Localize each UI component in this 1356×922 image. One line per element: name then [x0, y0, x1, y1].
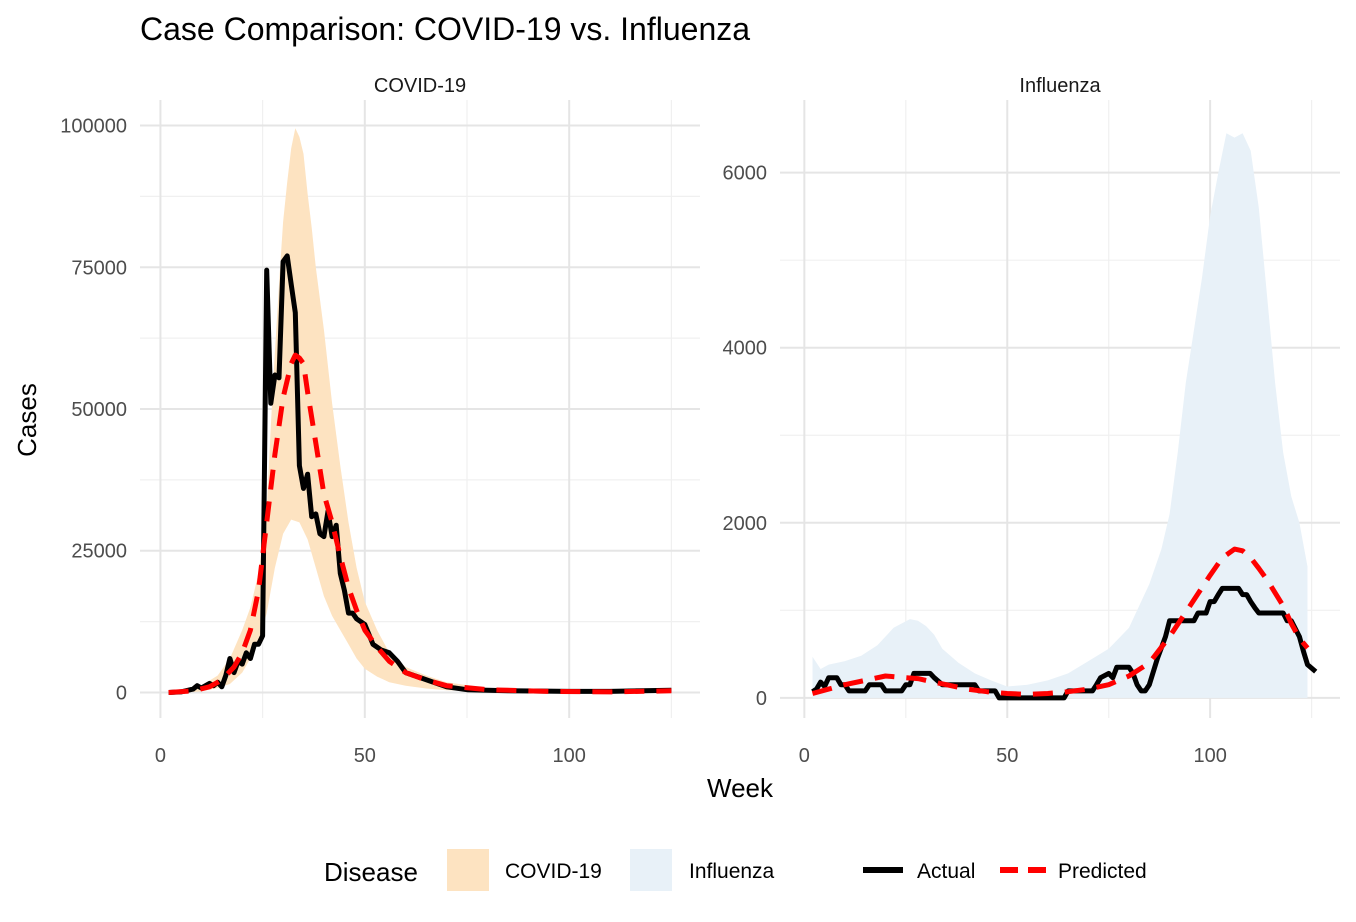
x-tick-label: 100 [553, 745, 586, 767]
strip-label-influenza: Influenza [1019, 75, 1101, 97]
x-tick-label: 0 [155, 745, 166, 767]
chart-title: Case Comparison: COVID-19 vs. Influenza [140, 11, 750, 47]
y-axis-title: Cases [12, 383, 42, 457]
y-tick-label: 2000 [723, 513, 768, 535]
x-tick-label: 50 [354, 745, 376, 767]
legend: Disease COVID-19 Influenza Actual Predic… [324, 849, 1147, 891]
covid-actual-line [168, 253, 672, 695]
x-tick-label: 100 [1193, 745, 1226, 767]
legend-label-influenza: Influenza [689, 860, 775, 883]
y-tick-label: 75000 [71, 257, 127, 279]
y-tick-label: 4000 [723, 338, 768, 360]
y-tick-label: 50000 [71, 399, 127, 421]
covid-predicted-line [168, 352, 672, 695]
legend-title: Disease [324, 857, 418, 887]
legend-label-actual: Actual [917, 860, 975, 883]
y-tick-label: 25000 [71, 541, 127, 563]
y-tick-label: 6000 [723, 163, 768, 185]
x-axis-title: Week [707, 773, 774, 803]
panel-covid: COVID-19 0 50 100 0 25000 50000 75000 100000 [60, 75, 700, 767]
y-tick-label: 0 [756, 688, 767, 710]
legend-key-covid [447, 849, 489, 891]
legend-key-influenza [630, 849, 672, 891]
covid-range-band [168, 128, 672, 693]
x-tick-label: 0 [799, 745, 810, 767]
influenza-predicted-line [811, 546, 1310, 697]
influenza-range-band [812, 133, 1308, 698]
influenza-actual-line [811, 585, 1318, 701]
y-tick-label: 0 [116, 682, 127, 704]
legend-label-covid: COVID-19 [505, 860, 602, 883]
strip-label-covid: COVID-19 [374, 75, 466, 97]
x-tick-label: 50 [996, 745, 1018, 767]
legend-label-predicted: Predicted [1058, 860, 1147, 883]
y-tick-label: 100000 [60, 116, 127, 138]
panel-influenza: Influenza 0 50 100 0 2000 4000 6000 [723, 75, 1340, 767]
